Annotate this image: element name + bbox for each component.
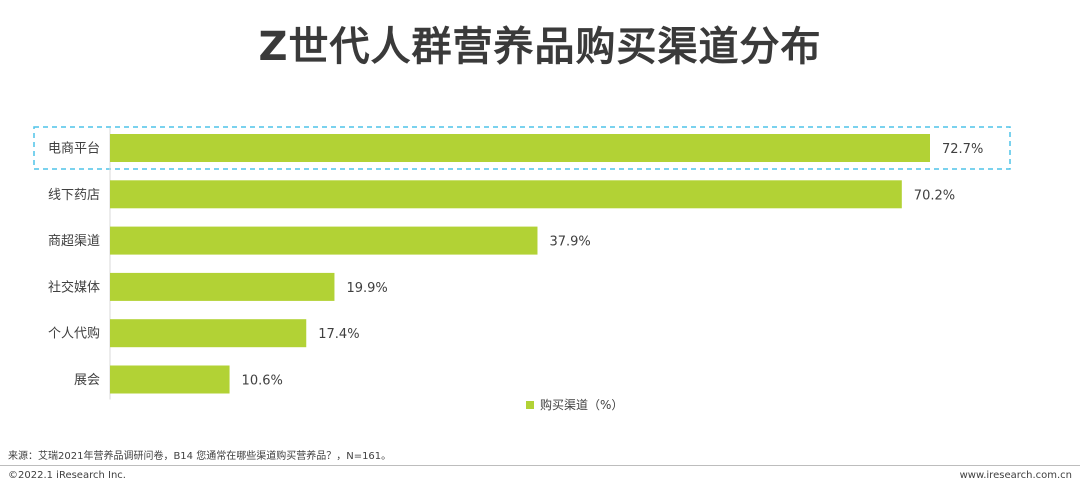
bar-6: [110, 365, 230, 394]
legend-label: 购买渠道（%）: [540, 397, 623, 412]
bar-1: [110, 134, 930, 162]
category-label: 商超渠道: [48, 234, 100, 249]
category-label: 线下药店: [48, 188, 100, 203]
category-label: 展会: [74, 373, 100, 388]
value-label: 10.6%: [242, 374, 283, 389]
source-note: 来源：艾瑞2021年营养品调研问卷，B14 您通常在哪些渠道购买营养品？，N=1…: [8, 451, 392, 462]
bar-3: [110, 226, 538, 255]
chart-title: Z世代人群营养品购买渠道分布: [258, 24, 822, 70]
footer-divider: [0, 465, 1080, 466]
category-label: 电商平台: [48, 142, 100, 157]
bar-4: [110, 272, 335, 301]
category-label: 个人代购: [48, 326, 100, 342]
copyright-text: ©2022.1 iResearch Inc.: [8, 470, 126, 481]
value-label: 19.9%: [346, 281, 387, 296]
value-label: 17.4%: [318, 327, 359, 342]
value-label: 70.2%: [914, 188, 955, 203]
bar-5: [110, 319, 307, 348]
bar-2: [110, 180, 902, 209]
bar-chart: 电商平台 72.7% 线下药店 70.2% 商超渠道 37.9% 社交媒体 19.9% 个人代购…: [33, 126, 1011, 412]
website-link[interactable]: www.iresearch.com.cn: [959, 470, 1072, 481]
category-label: 社交媒体: [48, 279, 100, 295]
value-label: 37.9%: [549, 235, 590, 250]
highlight-box: [33, 126, 1011, 170]
value-label: 72.7%: [942, 142, 983, 157]
legend-swatch: [526, 401, 534, 409]
